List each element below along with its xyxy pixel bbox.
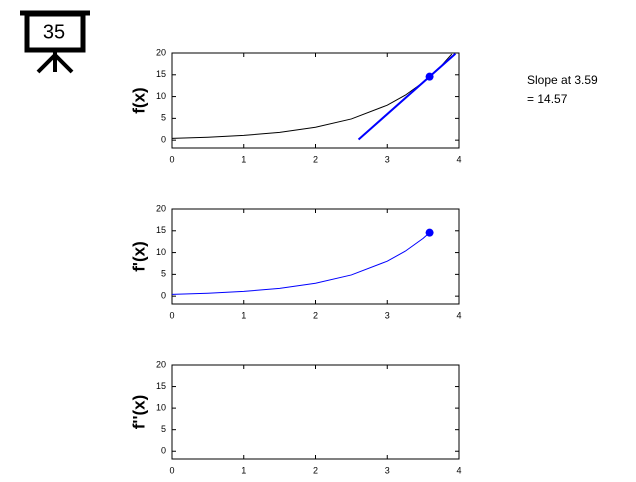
y-tick-label: 15	[156, 381, 166, 391]
axes-box	[171, 364, 460, 460]
x-tick-label: 1	[241, 310, 246, 320]
y-tick-label: 15	[156, 69, 166, 79]
axes-box	[171, 52, 460, 149]
x-tick-label: 4	[456, 465, 461, 475]
point	[425, 72, 434, 81]
x-tick-label: 2	[313, 310, 318, 320]
y-tick-label: 10	[156, 91, 166, 101]
badge-icon: 35	[20, 10, 90, 74]
x-tick-label: 1	[241, 465, 246, 475]
x-tick-label: 4	[456, 310, 461, 320]
y-tick-label: 0	[161, 135, 166, 145]
curve	[357, 53, 457, 141]
y-tick-label: 10	[156, 402, 166, 412]
y-tick-label: 10	[156, 247, 166, 257]
x-tick-label: 3	[385, 465, 390, 475]
x-tick-label: 3	[385, 310, 390, 320]
x-tick-label: 2	[313, 154, 318, 164]
leg	[36, 53, 57, 74]
x-tick-label: 0	[169, 465, 174, 475]
annotation: Slope at 3.59	[527, 73, 598, 87]
x-tick-label: 0	[169, 310, 174, 320]
leg	[53, 53, 74, 74]
y-axis-label: f''(x)	[129, 395, 148, 430]
y-tick-label: 0	[161, 446, 166, 456]
y-tick-label: 5	[161, 113, 166, 123]
y-tick-label: 20	[156, 203, 166, 213]
y-tick-label: 20	[156, 47, 166, 57]
curve	[172, 232, 430, 295]
x-tick-label: 0	[169, 154, 174, 164]
annotation: = 14.57	[527, 92, 568, 106]
x-tick-label: 4	[456, 154, 461, 164]
y-tick-label: 20	[156, 359, 166, 369]
y-tick-label: 0	[161, 291, 166, 301]
y-tick-label: 15	[156, 225, 166, 235]
x-tick-label: 1	[241, 154, 246, 164]
curve	[172, 53, 453, 139]
y-tick-label: 5	[161, 269, 166, 279]
x-tick-label: 2	[313, 465, 318, 475]
point	[425, 228, 434, 237]
y-axis-label: f(x)	[129, 87, 148, 113]
badge-text: 35	[43, 21, 65, 43]
axes-box	[171, 208, 460, 305]
board	[24, 11, 86, 53]
x-tick-label: 3	[385, 154, 390, 164]
y-axis-label: f'(x)	[129, 241, 148, 271]
y-tick-label: 5	[161, 424, 166, 434]
